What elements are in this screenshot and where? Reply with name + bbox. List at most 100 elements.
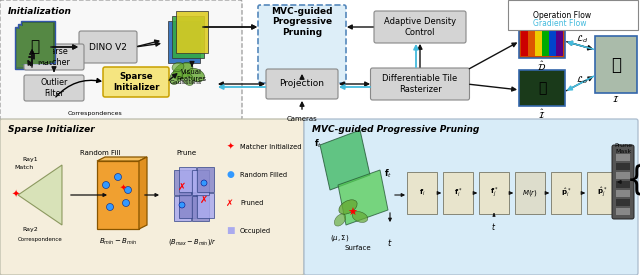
Ellipse shape: [170, 70, 182, 84]
Text: Occupied: Occupied: [240, 228, 271, 234]
Text: Gaussians: Gaussians: [170, 80, 202, 85]
FancyBboxPatch shape: [616, 154, 630, 161]
Text: Matcher Initialized: Matcher Initialized: [240, 144, 301, 150]
FancyBboxPatch shape: [176, 11, 208, 53]
FancyBboxPatch shape: [79, 31, 137, 63]
Ellipse shape: [188, 68, 205, 82]
Text: 🌴: 🌴: [611, 56, 621, 74]
Text: Correspondence: Correspondence: [18, 237, 62, 242]
FancyBboxPatch shape: [179, 193, 196, 218]
Circle shape: [201, 180, 207, 186]
Text: Random Fill: Random Fill: [80, 150, 120, 156]
FancyBboxPatch shape: [542, 22, 549, 56]
FancyBboxPatch shape: [0, 0, 242, 120]
FancyBboxPatch shape: [18, 24, 52, 66]
FancyBboxPatch shape: [551, 172, 581, 214]
Text: $\mathcal{L}_o$: $\mathcal{L}_o$: [576, 74, 588, 86]
FancyBboxPatch shape: [197, 167, 214, 192]
FancyBboxPatch shape: [407, 172, 437, 214]
FancyBboxPatch shape: [192, 196, 209, 221]
FancyBboxPatch shape: [174, 170, 191, 195]
FancyBboxPatch shape: [616, 190, 630, 197]
Text: $t$: $t$: [492, 221, 497, 232]
Text: ✦: ✦: [227, 142, 234, 152]
Text: Ray2: Ray2: [22, 227, 38, 232]
Circle shape: [106, 204, 113, 210]
Text: $M(r)$: $M(r)$: [522, 188, 538, 198]
FancyBboxPatch shape: [587, 172, 617, 214]
FancyBboxPatch shape: [556, 22, 563, 56]
FancyBboxPatch shape: [616, 181, 630, 188]
Text: $(\mu,\Sigma)$: $(\mu,\Sigma)$: [330, 233, 349, 243]
FancyBboxPatch shape: [521, 22, 528, 56]
FancyBboxPatch shape: [515, 172, 545, 214]
FancyBboxPatch shape: [266, 69, 338, 99]
FancyBboxPatch shape: [616, 163, 630, 170]
Text: Initialization: Initialization: [8, 7, 72, 16]
Text: $(B_{max}-B_{min})/r$: $(B_{max}-B_{min})/r$: [168, 237, 216, 247]
FancyBboxPatch shape: [168, 21, 200, 63]
Polygon shape: [320, 130, 370, 190]
FancyBboxPatch shape: [612, 145, 634, 219]
Text: {: {: [626, 164, 640, 197]
FancyBboxPatch shape: [258, 5, 346, 83]
Text: $\mathbf{f}_i$: $\mathbf{f}_i$: [419, 188, 425, 198]
FancyBboxPatch shape: [508, 0, 638, 30]
FancyBboxPatch shape: [304, 119, 638, 275]
Text: $\mathbf{f}_t$: $\mathbf{f}_t$: [384, 167, 392, 180]
Text: Differentiable Tile
Rasterizer: Differentiable Tile Rasterizer: [382, 74, 458, 94]
FancyBboxPatch shape: [519, 70, 565, 106]
FancyBboxPatch shape: [192, 170, 209, 195]
Ellipse shape: [182, 73, 194, 86]
Text: ✦: ✦: [120, 183, 127, 191]
Text: $\vee\mathrm{Sim}(\hat{p}_i^*,\hat{p}_j^*)<l(\tau)$: $\vee\mathrm{Sim}(\hat{p}_i^*,\hat{p}_j^…: [638, 191, 640, 203]
Text: Gradient Flow: Gradient Flow: [533, 20, 586, 29]
FancyBboxPatch shape: [15, 27, 49, 69]
Text: Match: Match: [14, 165, 33, 170]
FancyBboxPatch shape: [519, 20, 565, 58]
Text: Random Filled: Random Filled: [240, 172, 287, 178]
FancyBboxPatch shape: [616, 172, 630, 179]
Text: ★: ★: [347, 208, 357, 218]
Text: ✗: ✗: [200, 195, 208, 205]
Ellipse shape: [352, 211, 368, 222]
FancyBboxPatch shape: [371, 68, 470, 100]
Text: $\mathbf{f}^*_j$: $\mathbf{f}^*_j$: [490, 186, 498, 200]
Text: $\mathrm{3Sim}(\hat{p}_i^*,\hat{p}_j^*)>r(\tau)$: $\mathrm{3Sim}(\hat{p}_i^*,\hat{p}_j^*)>…: [638, 161, 640, 173]
Text: Projection: Projection: [280, 79, 324, 89]
Circle shape: [125, 186, 131, 194]
FancyBboxPatch shape: [443, 172, 473, 214]
Ellipse shape: [173, 62, 193, 79]
Text: Sparse
Initializer: Sparse Initializer: [113, 72, 159, 92]
Text: MVC-guided
Progressive
Pruning: MVC-guided Progressive Pruning: [271, 7, 333, 37]
FancyBboxPatch shape: [172, 16, 204, 58]
Text: ■: ■: [226, 227, 234, 235]
Text: Surface: Surface: [345, 245, 371, 251]
Text: $\mathbf{f}_t$: $\mathbf{f}_t$: [314, 137, 322, 150]
FancyBboxPatch shape: [23, 23, 53, 61]
FancyBboxPatch shape: [179, 167, 196, 192]
Polygon shape: [139, 157, 147, 229]
Text: Ray1: Ray1: [22, 158, 38, 163]
FancyBboxPatch shape: [197, 193, 214, 218]
Text: Pruned: Pruned: [240, 200, 264, 206]
FancyBboxPatch shape: [21, 21, 55, 63]
Text: $\hat{\mathbf{p}}^*_i$: $\hat{\mathbf{p}}^*_i$: [561, 186, 571, 200]
Text: ✗: ✗: [178, 182, 186, 192]
Text: DINO V2: DINO V2: [89, 43, 127, 51]
FancyBboxPatch shape: [103, 67, 169, 97]
FancyBboxPatch shape: [374, 11, 466, 43]
Text: MVC-guided Progressive Pruning: MVC-guided Progressive Pruning: [312, 125, 479, 134]
Text: $B_{min}-B_{min}$: $B_{min}-B_{min}$: [99, 237, 137, 247]
Text: Sparse
Matcher: Sparse Matcher: [38, 47, 70, 67]
Text: Prune
Mask: Prune Mask: [614, 143, 632, 154]
Text: $t$: $t$: [387, 237, 393, 248]
FancyBboxPatch shape: [24, 44, 84, 70]
FancyBboxPatch shape: [616, 199, 630, 206]
Text: Adaptive Density
Control: Adaptive Density Control: [384, 17, 456, 37]
Text: 🌴: 🌴: [538, 81, 546, 95]
Text: $\mathcal{I}$: $\mathcal{I}$: [612, 94, 620, 104]
FancyBboxPatch shape: [174, 196, 191, 221]
Text: Prune: Prune: [176, 150, 196, 156]
Polygon shape: [338, 170, 388, 225]
